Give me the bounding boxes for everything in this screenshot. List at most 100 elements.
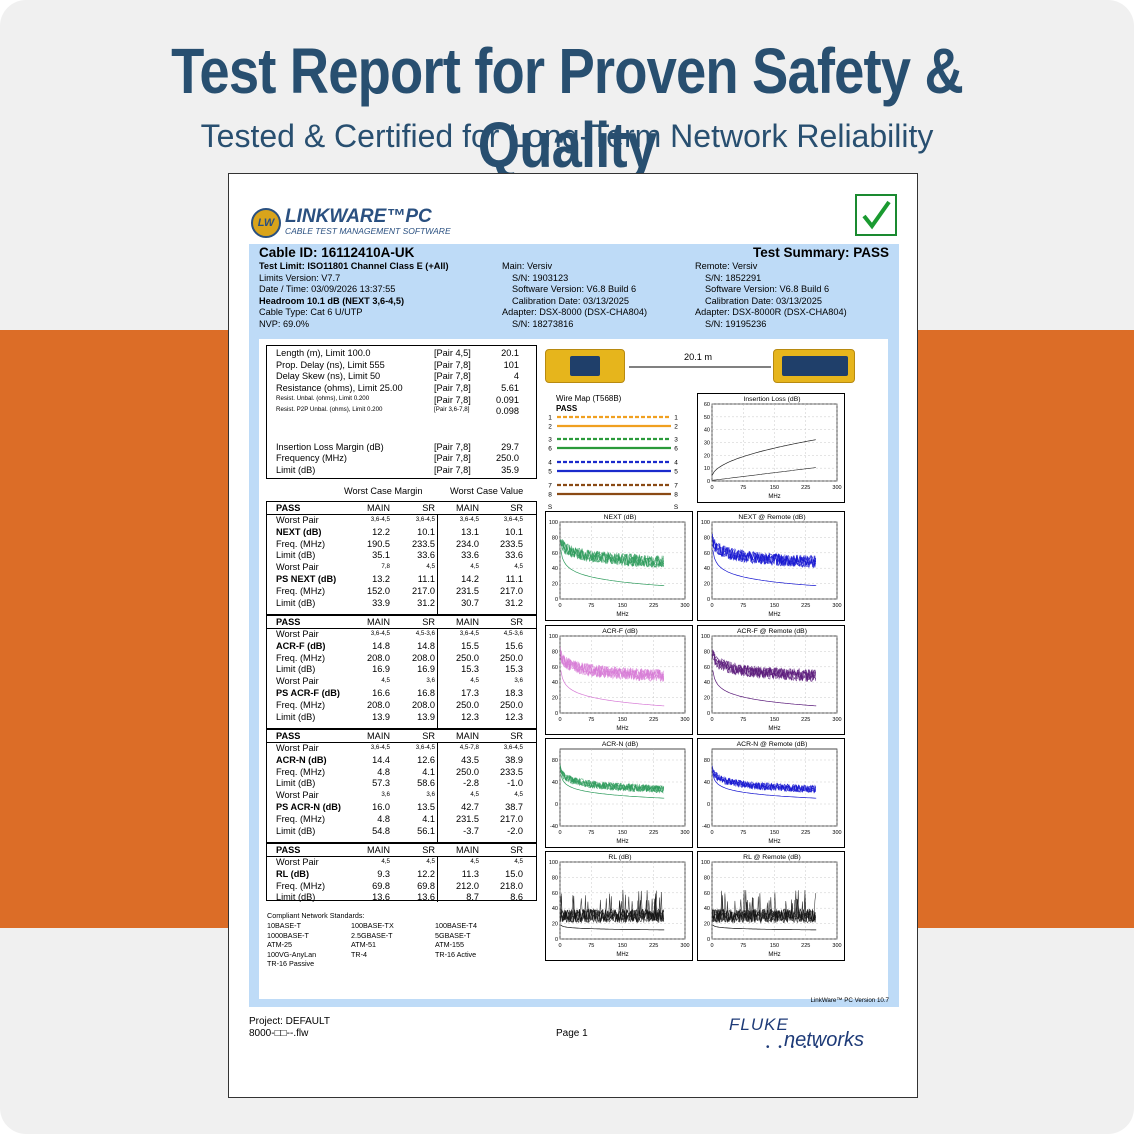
table-cell: 14.2: [461, 574, 479, 584]
chart-y-tick: 0: [555, 597, 558, 603]
table-cell: 3,6-4,5: [459, 516, 479, 523]
table-rule: [267, 628, 536, 629]
table-cell: 3,6-4,5: [415, 744, 435, 751]
table-row-label: Worst Pair: [276, 857, 319, 867]
chart-x-tick: 225: [801, 830, 810, 836]
chart-y-tick: 60: [552, 551, 558, 557]
table-cell: 217.0: [500, 585, 523, 596]
standard-item: 100BASE-TX: [351, 921, 394, 930]
table-cell: 3,6-4,5: [370, 516, 390, 523]
table-cell: 69.8: [417, 880, 435, 891]
chart-x-label: MHz: [616, 726, 628, 732]
table-cell: 4,5: [470, 677, 479, 685]
chart-y-tick: 0: [555, 937, 558, 943]
chart-y-tick: -40: [702, 824, 710, 830]
table-cell: 56.1: [417, 825, 435, 836]
report-body: Length (m), Limit 100.0 [Pair 4,5] 20.1 Pro…: [259, 339, 888, 999]
table-cell: 208.0: [367, 652, 390, 663]
wire-pin-label: 6: [674, 446, 678, 453]
table-row-label: Freq. (MHz): [276, 652, 325, 663]
table-cell: 31.2: [505, 597, 523, 608]
report-sheet: LW LINKWARE™PC CABLE TEST MANAGEMENT SOF…: [228, 173, 918, 1098]
table-cell: 250.0: [456, 766, 479, 777]
chart-series-line: [560, 651, 665, 682]
table-row-label: Freq. (MHz): [276, 585, 325, 596]
measurement-label: Frequency (MHz): [276, 453, 347, 463]
table-cell: 8.6: [510, 892, 523, 903]
table-cell: 15.3: [461, 664, 479, 675]
chart-x-tick: 225: [801, 943, 810, 949]
table-cell: 4,5-7,8: [459, 744, 479, 751]
table-cell: 12.3: [505, 711, 523, 722]
table-cell: 4,5: [514, 791, 523, 799]
main-info-line: Software Version: V6.8 Build 6: [512, 284, 637, 295]
table-cell: 13.9: [372, 711, 390, 722]
table-cell: 3,6: [381, 791, 390, 799]
table-rule: [267, 514, 536, 515]
table-row-label: Freq. (MHz): [276, 766, 325, 777]
table-cell: 12.6: [417, 754, 435, 765]
table-cell: 33.6: [461, 550, 479, 561]
main-info-line: Calibration Date: 03/13/2025: [512, 295, 629, 306]
remote-info-line: Remote: Versiv: [695, 261, 758, 271]
chart-y-tick: 80: [552, 535, 558, 541]
table-cell: 212.0: [456, 880, 479, 891]
chart-x-tick: 225: [801, 485, 810, 491]
main-tester-icon: [545, 349, 625, 383]
table-col-header: MAIN: [456, 617, 479, 627]
standard-item: 100VG-AnyLan: [267, 949, 317, 959]
table-cell: 8.7: [466, 892, 479, 903]
measurement-pair: [Pair 7,8]: [434, 360, 471, 370]
chart-x-tick: 300: [680, 603, 689, 609]
logo-tagline: CABLE TEST MANAGEMENT SOFTWARE: [285, 226, 451, 236]
chart-x-tick: 0: [558, 830, 561, 836]
table-cell: 4,5: [470, 858, 479, 865]
table-cell: 16.6: [372, 688, 390, 698]
standard-item: 10BASE-T: [267, 921, 301, 930]
table-row-label: Limit (dB): [276, 825, 316, 836]
table-pass: PASS: [276, 503, 301, 513]
chart-panel: NEXT @ Remote (dB) 0 20 40 60 80 100 0 75 150 225 3…: [697, 511, 845, 621]
table-cell: 3,6-4,5: [415, 516, 435, 523]
table-cell: 33.9: [372, 597, 390, 608]
chart-x-tick: 75: [588, 943, 594, 949]
table-row-label: Worst Pair: [276, 629, 319, 639]
measurement-pair: [Pair 7,8]: [434, 442, 471, 452]
chart-x-tick: 150: [618, 943, 627, 949]
main-info-line: S/N: 18273816: [512, 319, 574, 329]
chart-x-tick: 150: [618, 603, 627, 609]
standard-item: 100BASE-T4: [435, 921, 477, 930]
chart-y-tick: 0: [707, 711, 710, 717]
chart-x-tick: 150: [770, 717, 779, 723]
wire-map-title: Wire Map (T568B): [556, 394, 622, 403]
project-label: Project: DEFAULT: [249, 1016, 330, 1027]
standard-item: ATM-155: [435, 940, 465, 950]
chart-y-tick: 100: [701, 520, 710, 526]
table-cell: 233.5: [412, 538, 435, 549]
chart-y-tick: 20: [704, 453, 710, 459]
chart-x-tick: 75: [740, 717, 746, 723]
chart-y-tick: 60: [704, 665, 710, 671]
table-col-header: SR: [510, 503, 523, 513]
result-table: PASS MAIN SR MAIN SR Worst Pair 3,6-4,5 3,6-4,5…: [266, 501, 537, 616]
table-row-label: PS ACR-F (dB): [276, 688, 340, 698]
table-cell: 11.1: [417, 574, 435, 584]
chart-x-tick: 300: [832, 830, 841, 836]
table-row-label: Worst Pair: [276, 743, 319, 753]
table-cell: 190.5: [367, 538, 390, 549]
table-row-label: Limit (dB): [276, 711, 316, 722]
table-cell: 16.8: [417, 688, 435, 698]
wire-pin-label: 5: [674, 469, 678, 476]
table-cell: 12.3: [461, 711, 479, 722]
wire-shield-label: S: [674, 504, 679, 511]
standards-title: Compliant Network Standards:: [267, 911, 365, 920]
measurements-box: Length (m), Limit 100.0 [Pair 4,5] 20.1 Pro…: [266, 345, 537, 479]
chart-series-line: [712, 651, 817, 682]
table-cell: 250.0: [500, 699, 523, 710]
remote-info-line: S/N: 1852291: [705, 272, 762, 283]
chart-x-tick: 0: [710, 603, 713, 609]
chart-panel: ACR-N (dB) -40 0 40 80 0 75 150 225 300 MHz: [545, 738, 693, 848]
table-cell: 12.2: [417, 868, 435, 879]
table-pass: PASS: [276, 845, 301, 855]
chart-y-tick: 10: [704, 466, 710, 472]
